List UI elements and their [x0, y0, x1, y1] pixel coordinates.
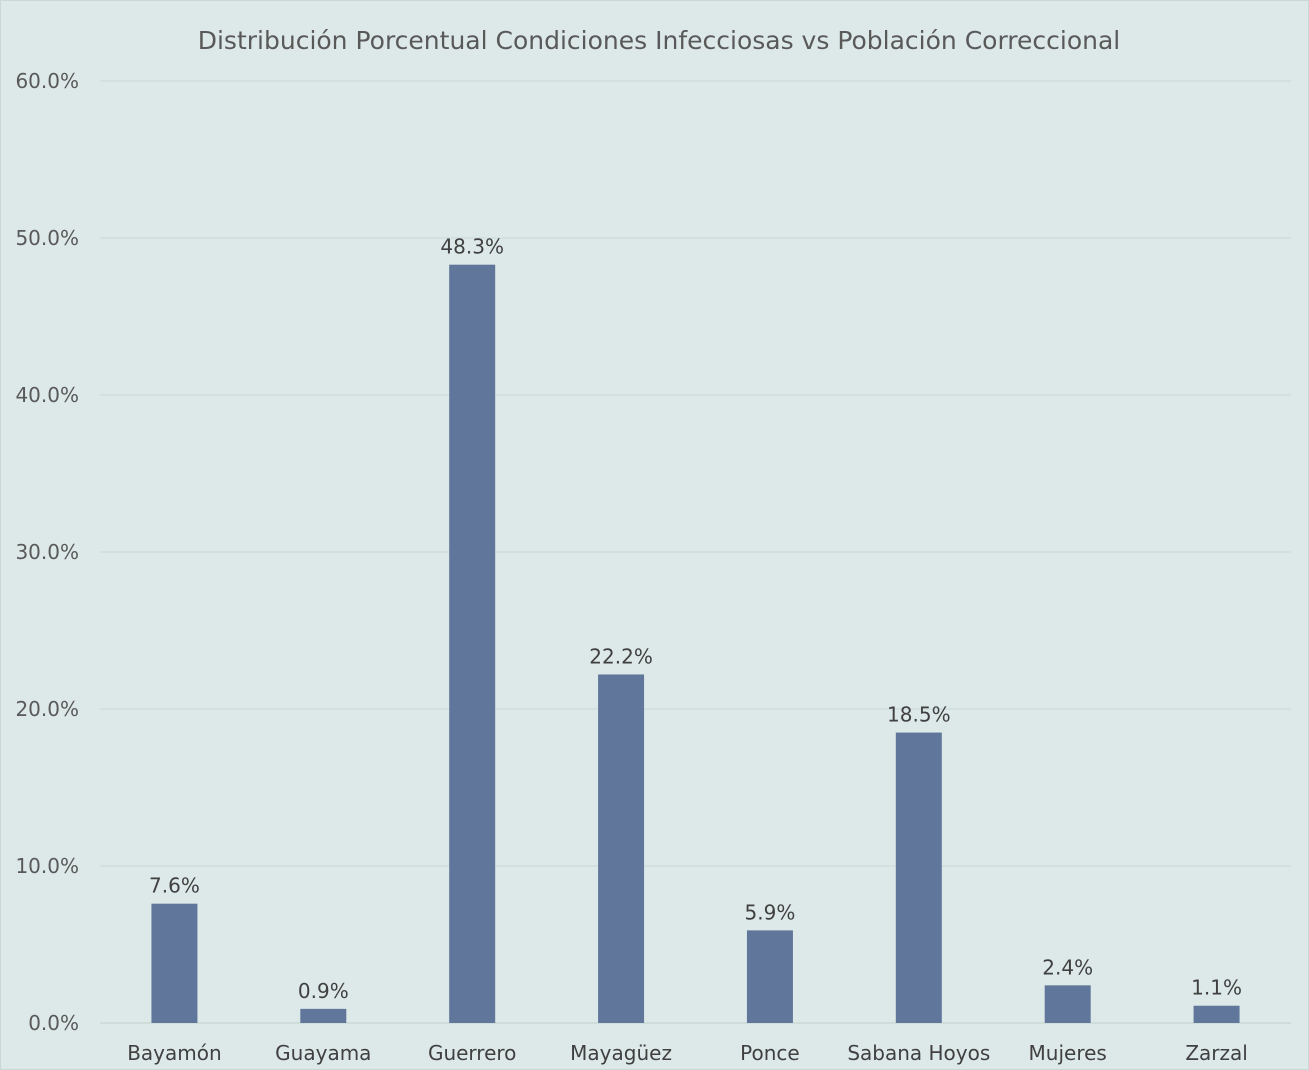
- data-label: 5.9%: [745, 900, 796, 924]
- y-tick-label: 40.0%: [15, 383, 79, 407]
- data-label: 7.6%: [149, 874, 200, 898]
- bar: [746, 930, 793, 1023]
- data-label: 22.2%: [589, 644, 653, 668]
- data-label: 1.1%: [1191, 976, 1242, 1000]
- category-label: Guayama: [275, 1041, 371, 1065]
- x-axis-category-labels: Bayamón Guayama Guerrero Mayagüez Ponce Saban…: [127, 1041, 1248, 1065]
- data-label: 18.5%: [887, 703, 951, 727]
- bar: [151, 903, 198, 1023]
- y-tick-label: 60.0%: [15, 69, 79, 93]
- y-tick-label: 20.0%: [15, 697, 79, 721]
- category-label: Sabana Hoyos: [847, 1041, 990, 1065]
- category-label: Mayagüez: [570, 1041, 672, 1065]
- y-tick-label: 10.0%: [15, 854, 79, 878]
- bar: [598, 674, 645, 1023]
- bar: [1193, 1005, 1240, 1023]
- bar: [449, 264, 496, 1023]
- bar: [300, 1008, 347, 1023]
- y-tick-label: 30.0%: [15, 540, 79, 564]
- y-tick-label: 0.0%: [28, 1011, 79, 1035]
- bar: [1044, 985, 1091, 1023]
- chart-title: Distribución Porcentual Condiciones Infe…: [198, 26, 1121, 55]
- y-tick-label: 50.0%: [15, 226, 79, 250]
- category-label: Zarzal: [1185, 1041, 1248, 1065]
- gridlines: [100, 80, 1291, 1024]
- data-label: 48.3%: [440, 235, 504, 259]
- data-label: 2.4%: [1042, 955, 1093, 979]
- bar: [895, 732, 942, 1023]
- data-label: 0.9%: [298, 979, 349, 1003]
- y-axis-tick-labels: 0.0% 10.0% 20.0% 30.0% 40.0% 50.0% 60.0%: [15, 69, 79, 1035]
- category-label: Mujeres: [1029, 1041, 1107, 1065]
- category-label: Guerrero: [428, 1041, 516, 1065]
- bars: [151, 264, 1240, 1023]
- category-label: Ponce: [740, 1041, 800, 1065]
- category-label: Bayamón: [127, 1041, 221, 1065]
- data-labels: 7.6% 0.9% 48.3% 22.2% 5.9% 18.5% 2.4% 1.1%: [149, 235, 1242, 1003]
